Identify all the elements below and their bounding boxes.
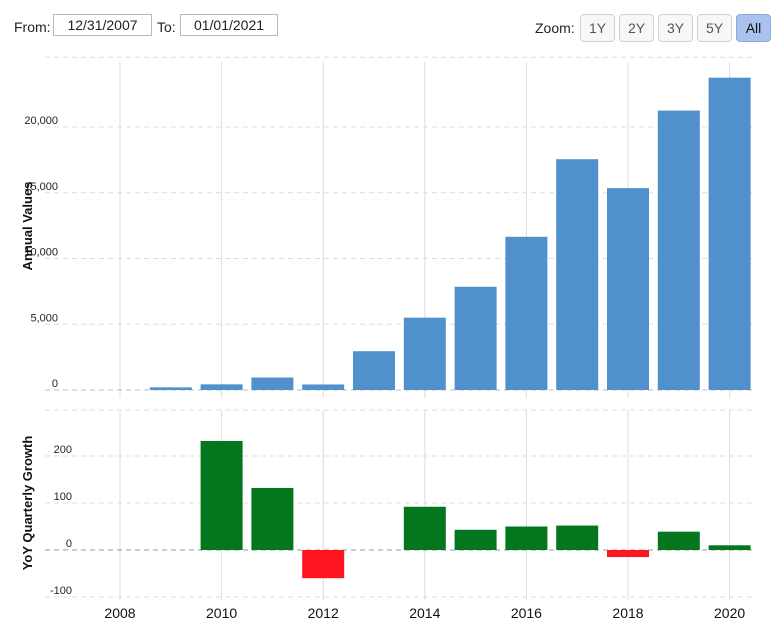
- y-tick-label: 200: [54, 444, 72, 456]
- zoom-all-button[interactable]: All: [736, 14, 771, 42]
- x-tick-label: 2008: [104, 605, 135, 621]
- y-tick-label: 10,000: [24, 247, 58, 259]
- y-axis-title: Annual Values: [20, 182, 35, 271]
- zoom-3y-button[interactable]: 3Y: [658, 14, 693, 42]
- x-tick-label: 2016: [511, 605, 542, 621]
- from-date-input[interactable]: [53, 14, 152, 36]
- annual-values-panel: 0 5,000 10,000 15,000 20,000 Annual Values: [20, 77, 751, 390]
- x-tick-label: 2010: [206, 605, 237, 621]
- zoom-2y-button[interactable]: 2Y: [619, 14, 654, 42]
- growth-bar: [505, 526, 548, 550]
- growth-bar: [708, 545, 751, 550]
- growth-bar: [302, 550, 345, 579]
- to-label: To:: [157, 19, 176, 35]
- y-tick-label: 20,000: [24, 115, 58, 127]
- y-tick-label: 5,000: [30, 312, 58, 324]
- annual-bar: [353, 351, 395, 390]
- annual-bar: [200, 384, 243, 390]
- annual-bar: [403, 317, 446, 390]
- y-tick-label: -100: [50, 585, 72, 597]
- annual-bar: [708, 77, 751, 390]
- y-axis-title: YoY Quarterly Growth: [20, 436, 35, 571]
- toolbar: From: To: Zoom: 1Y 2Y 3Y 5Y All: [0, 0, 784, 50]
- x-tick-label: 2014: [409, 605, 440, 621]
- y-tick-label: 15,000: [24, 181, 58, 193]
- to-date-input[interactable]: [180, 14, 278, 36]
- x-tick-label: 2012: [308, 605, 339, 621]
- y-tick-label: 0: [52, 378, 58, 390]
- zoom-label: Zoom:: [535, 20, 575, 36]
- annual-bar: [149, 387, 192, 390]
- growth-bar: [657, 531, 700, 550]
- x-tick-label: 2018: [612, 605, 643, 621]
- zoom-5y-button[interactable]: 5Y: [697, 14, 732, 42]
- yoy-growth-panel: -100 0 100 200 YoY Quarterly Growth: [20, 436, 751, 597]
- annual-bar: [607, 188, 649, 390]
- growth-bar: [251, 487, 294, 550]
- growth-bar: [200, 440, 243, 550]
- from-label: From:: [14, 19, 51, 35]
- growth-bar: [607, 550, 649, 558]
- zoom-1y-button[interactable]: 1Y: [580, 14, 615, 42]
- annual-bar: [251, 377, 294, 390]
- annual-bar: [505, 236, 548, 390]
- annual-bar: [454, 286, 497, 390]
- growth-bar: [454, 529, 497, 550]
- growth-bar: [403, 506, 446, 550]
- x-tick-label: 2020: [714, 605, 745, 621]
- y-tick-label: 0: [66, 538, 72, 550]
- growth-bar: [556, 525, 599, 550]
- annual-bar: [302, 384, 345, 390]
- y-tick-label: 100: [54, 491, 72, 503]
- annual-bar: [657, 110, 700, 390]
- x-axis: 2008 2010 2012 2014 2016 2018 2020: [104, 605, 745, 621]
- annual-bar: [556, 159, 599, 390]
